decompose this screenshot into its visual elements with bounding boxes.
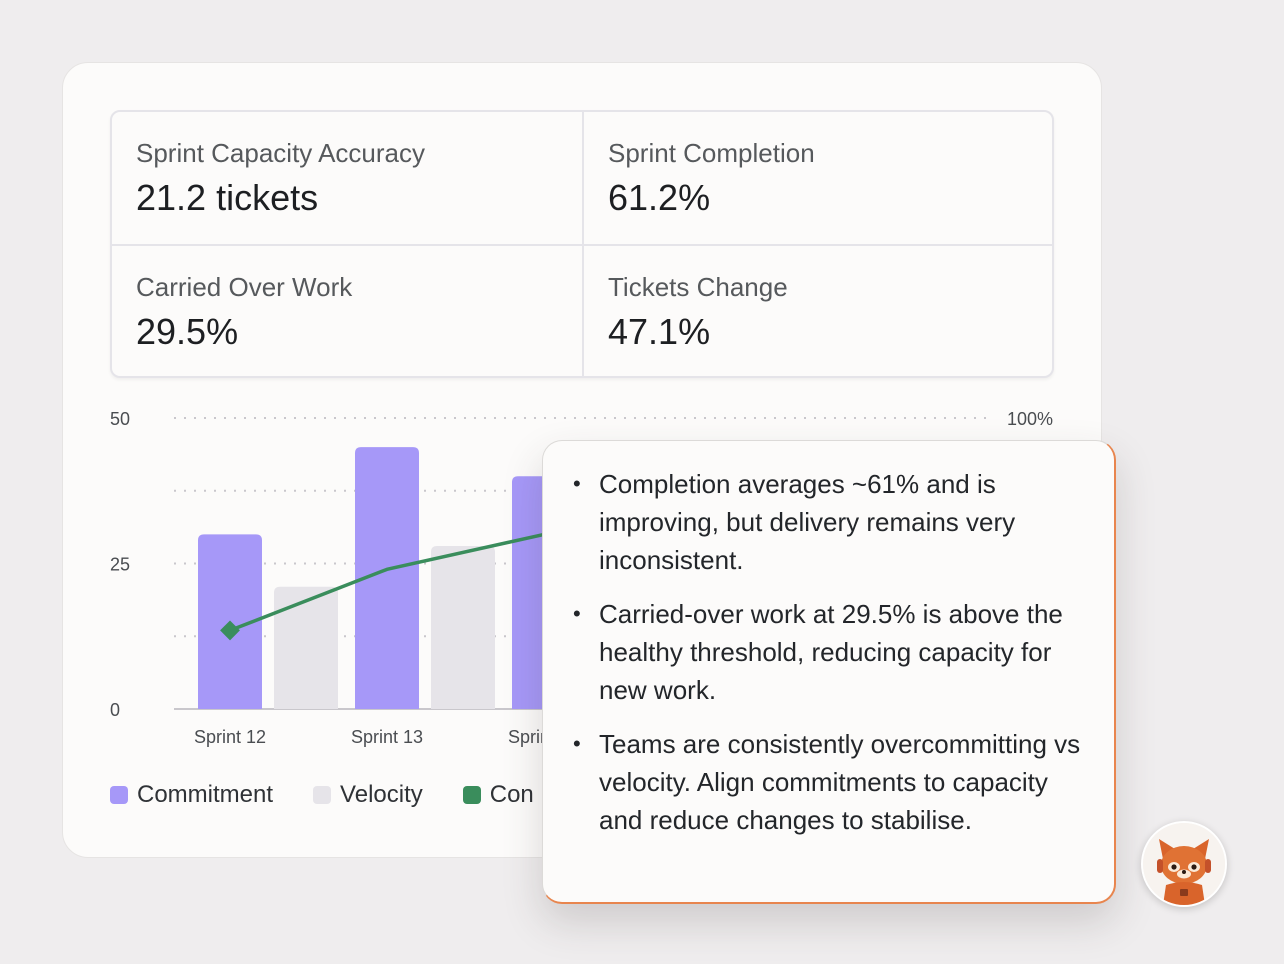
insight-item: • Teams are consistently overcommitting … bbox=[573, 725, 1084, 839]
metric-carried-over-work: Carried Over Work 29.5% bbox=[112, 244, 582, 376]
insight-text: Completion averages ~61% and is improvin… bbox=[599, 469, 1016, 575]
velocity-swatch bbox=[313, 786, 332, 804]
commitment-swatch bbox=[110, 786, 128, 804]
metric-label: Carried Over Work bbox=[136, 272, 353, 302]
metric-sprint-completion: Sprint Completion 61.2% bbox=[582, 112, 1052, 244]
metric-value: 47.1% bbox=[608, 311, 711, 352]
metrics-grid: Sprint Capacity Accuracy 21.2 tickets Sp… bbox=[110, 110, 1054, 378]
insight-item: • Completion averages ~61% and is improv… bbox=[573, 465, 1084, 579]
insight-text: Carried-over work at 29.5% is above the … bbox=[599, 599, 1063, 705]
legend-commitment[interactable]: Commitment bbox=[110, 781, 273, 809]
y-tick-label: 25 bbox=[110, 555, 130, 575]
metric-value: 61.2% bbox=[608, 177, 711, 218]
velocity-bar bbox=[431, 546, 495, 709]
metric-tickets-change: Tickets Change 47.1% bbox=[582, 244, 1052, 376]
y-tick-label: 0 bbox=[110, 700, 120, 720]
metric-label: Tickets Change bbox=[608, 272, 788, 302]
y-tick-label: 50 bbox=[110, 409, 130, 429]
insights-list: • Completion averages ~61% and is improv… bbox=[573, 465, 1084, 839]
y-right-tick-label: 100% bbox=[1007, 409, 1053, 429]
completion-line bbox=[229, 532, 545, 633]
metric-value: 29.5% bbox=[136, 311, 239, 352]
legend-label: Velocity bbox=[340, 781, 423, 808]
chart-legend: Commitment Velocity Con bbox=[110, 780, 574, 810]
legend-label: Con bbox=[489, 781, 534, 808]
bullet: • bbox=[573, 731, 581, 756]
metric-label: Sprint Completion bbox=[608, 138, 815, 168]
velocity-bar bbox=[274, 586, 338, 709]
metric-label: Sprint Capacity Accuracy bbox=[136, 138, 426, 168]
legend-velocity[interactable]: Velocity bbox=[313, 781, 423, 809]
insights-popover: • Completion averages ~61% and is improv… bbox=[542, 440, 1116, 904]
bullet: • bbox=[573, 601, 581, 626]
commitment-bar bbox=[355, 447, 419, 709]
insight-item: • Carried-over work at 29.5% is above th… bbox=[573, 595, 1084, 709]
completion-swatch bbox=[462, 786, 481, 804]
avatar-illustration bbox=[1143, 823, 1225, 905]
insight-text: Teams are consistently overcommitting vs… bbox=[599, 729, 1081, 835]
bullet: • bbox=[573, 471, 581, 496]
x-tick-label: Sprint 13 bbox=[351, 727, 423, 747]
x-tick-label: Sprint 12 bbox=[194, 727, 266, 747]
legend-completion[interactable]: Con bbox=[462, 781, 534, 809]
red-panda-avatar-icon[interactable] bbox=[1141, 821, 1227, 907]
legend-label: Commitment bbox=[137, 781, 274, 808]
metric-value: 21.2 tickets bbox=[136, 177, 319, 218]
metric-capacity-accuracy: Sprint Capacity Accuracy 21.2 tickets bbox=[112, 112, 582, 244]
